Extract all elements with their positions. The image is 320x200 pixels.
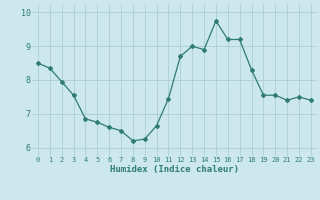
- X-axis label: Humidex (Indice chaleur): Humidex (Indice chaleur): [110, 165, 239, 174]
